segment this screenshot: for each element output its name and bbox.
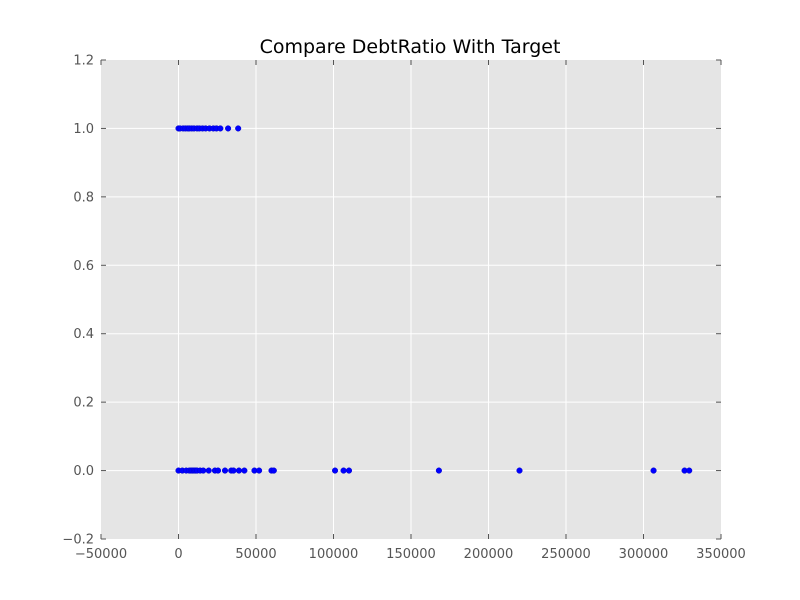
data-point: [235, 467, 242, 474]
x-tick-label: 250000: [541, 547, 591, 562]
data-point: [205, 467, 212, 474]
y-tick-label: 0.8: [73, 190, 94, 205]
data-point: [221, 467, 229, 474]
data-point: [225, 125, 232, 132]
x-tick-label: 150000: [386, 547, 436, 562]
x-tick-label: 100000: [309, 547, 359, 562]
data-point: [214, 467, 222, 474]
data-point: [435, 467, 442, 474]
y-axis: −0.2 0.0 0.2 0.4 0.6 0.8 1.0 1.2: [62, 54, 721, 548]
y-tick-label: 1.0: [73, 122, 94, 137]
y-tick-label: 0.2: [73, 396, 94, 411]
chart-title: Compare DebtRatio With Target: [260, 36, 561, 58]
y-tick-label: 0.4: [73, 327, 94, 342]
data-point: [345, 467, 353, 474]
y-tick-label: −0.2: [62, 533, 94, 548]
y-tick-label: 0.6: [73, 259, 94, 274]
data-point: [332, 467, 339, 474]
data-point: [340, 467, 347, 474]
data-point: [235, 125, 242, 132]
data-point: [217, 125, 224, 132]
y-tick-label: 1.2: [73, 54, 94, 69]
data-point: [230, 467, 237, 474]
x-tick-label: 50000: [235, 547, 276, 562]
x-tick-label: 350000: [696, 547, 746, 562]
y-tick-label: 0.0: [73, 464, 94, 479]
data-point: [686, 467, 693, 474]
x-tick-label: 200000: [464, 547, 514, 562]
data-point: [650, 467, 657, 474]
data-point: [241, 467, 248, 474]
data-point: [200, 467, 207, 474]
x-tick-label: 0: [174, 547, 182, 562]
data-point: [256, 467, 263, 474]
data-point: [516, 467, 523, 474]
data-points: [175, 125, 693, 474]
data-point: [270, 467, 277, 474]
x-tick-label: −50000: [75, 547, 127, 562]
x-axis: −50000 0 50000 100000 150000 200000 250000 3000…: [75, 60, 746, 562]
x-tick-label: 300000: [619, 547, 669, 562]
